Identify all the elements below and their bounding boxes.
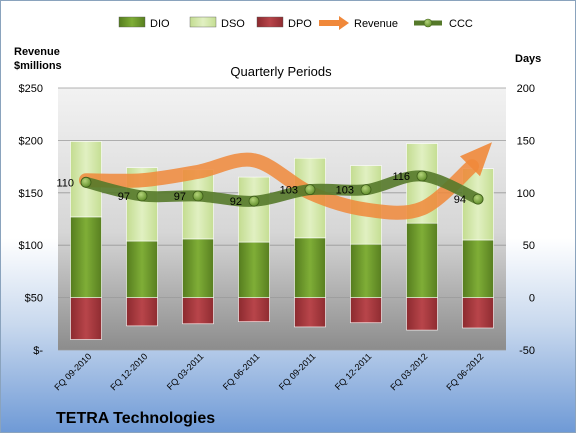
- ccc-data-label: 116: [392, 171, 410, 183]
- ccc-data-label: 97: [118, 191, 130, 203]
- dio-bar: [294, 237, 326, 298]
- dso-legend-swatch: [189, 16, 217, 28]
- right-axis-ticks: 200 150 100 50 0 -50: [517, 83, 535, 357]
- left-tick-label: $250: [19, 83, 43, 95]
- ccc-point: [472, 193, 484, 205]
- dpo-bar: [126, 297, 158, 327]
- category-label: FQ 12-2010: [108, 351, 149, 392]
- left-tick-label: $50: [25, 293, 43, 305]
- dso-legend-label: DSO: [221, 18, 245, 30]
- category-label: FQ 06-2012: [444, 351, 485, 392]
- ccc-series: 110 97 97 92 103 103 116 94: [56, 170, 484, 208]
- category-label: FQ 09-2010: [52, 351, 93, 392]
- revenue-arrowhead: [460, 142, 492, 177]
- category-label: FQ 06-2011: [221, 351, 262, 392]
- dio-bar: [70, 216, 102, 298]
- ccc-point: [304, 184, 316, 196]
- ccc-data-label: 94: [454, 194, 466, 206]
- legend: DIO DSO DPO Revenue CCC: [118, 16, 473, 30]
- dio-legend-label: DIO: [150, 18, 170, 30]
- dpo-legend-label: DPO: [288, 18, 312, 30]
- ccc-point: [192, 190, 204, 202]
- dio-bar: [350, 243, 382, 298]
- right-tick-label: 200: [517, 83, 535, 95]
- right-tick-label: 100: [517, 188, 535, 200]
- chart-title: Quarterly Periods: [230, 64, 332, 79]
- dio-bar: [462, 239, 494, 298]
- dpo-bar: [238, 297, 270, 323]
- ccc-point: [80, 176, 92, 188]
- company-name: TETRA Technologies: [56, 410, 215, 427]
- left-axis-ticks: $250 $200 $150 $100 $50 $-: [19, 83, 44, 357]
- dio-bar: [126, 240, 158, 298]
- revenue-line: [79, 152, 479, 220]
- plot-area: [58, 88, 506, 350]
- right-tick-label: -50: [519, 345, 535, 357]
- left-axis-title-line2: $millions: [14, 60, 62, 72]
- dpo-bar: [350, 297, 382, 324]
- dpo-bar: [70, 297, 102, 340]
- ccc-point: [416, 170, 428, 182]
- dio-legend-swatch: [118, 16, 146, 28]
- right-tick-label: 150: [517, 135, 535, 147]
- ccc-legend-label: CCC: [449, 18, 473, 30]
- category-label: FQ 12-2011: [333, 351, 374, 392]
- ccc-point: [248, 195, 260, 207]
- dpo-legend-swatch: [256, 16, 284, 28]
- dpo-bar: [462, 297, 494, 329]
- ccc-legend-marker: [423, 18, 433, 28]
- dpo-bar: [406, 297, 438, 331]
- dio-bar: [182, 238, 214, 298]
- category-axis-ticks: FQ 09-2010 FQ 12-2010 FQ 03-2011 FQ 06-2011…: [52, 351, 485, 392]
- left-tick-label: $-: [33, 345, 43, 357]
- left-axis-title-line1: Revenue: [14, 46, 60, 58]
- category-label: FQ 03-2012: [388, 351, 429, 392]
- category-label: FQ 03-2011: [165, 351, 206, 392]
- revenue-series: [79, 142, 492, 220]
- dio-bar: [238, 241, 270, 298]
- ccc-data-label: 103: [280, 185, 298, 197]
- left-tick-label: $150: [19, 188, 43, 200]
- left-tick-label: $200: [19, 135, 43, 147]
- ccc-point: [360, 184, 372, 196]
- ccc-point: [136, 190, 148, 202]
- revenue-legend-arrowhead: [339, 16, 349, 30]
- left-tick-label: $100: [19, 240, 43, 252]
- revenue-legend-label: Revenue: [354, 18, 398, 30]
- ccc-data-label: 110: [56, 177, 74, 189]
- ccc-data-label: 103: [336, 185, 354, 197]
- stacked-bars: [70, 141, 494, 340]
- right-tick-label: 50: [523, 240, 535, 252]
- category-label: FQ 09-2011: [277, 351, 318, 392]
- dso-bar: [238, 176, 270, 243]
- ccc-data-label: 97: [174, 191, 186, 203]
- right-axis-title: Days: [515, 53, 541, 65]
- dpo-bar: [294, 297, 326, 328]
- right-tick-label: 0: [529, 293, 535, 305]
- dio-bar: [406, 222, 438, 298]
- ccc-data-label: 92: [230, 196, 242, 208]
- dso-bar: [182, 169, 214, 240]
- dpo-bar: [182, 297, 214, 325]
